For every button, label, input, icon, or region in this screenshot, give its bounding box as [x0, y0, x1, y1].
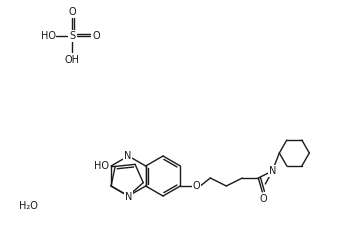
Text: S: S [69, 31, 75, 41]
Text: O: O [193, 181, 200, 191]
Text: O: O [92, 31, 100, 41]
Text: N: N [124, 151, 131, 161]
Text: N: N [125, 192, 132, 202]
Text: O: O [260, 194, 267, 204]
Text: H₂O: H₂O [19, 201, 38, 211]
Text: OH: OH [64, 55, 79, 65]
Text: HO: HO [94, 162, 109, 172]
Text: HO: HO [40, 31, 55, 41]
Text: N: N [268, 166, 276, 176]
Text: O: O [68, 7, 76, 17]
